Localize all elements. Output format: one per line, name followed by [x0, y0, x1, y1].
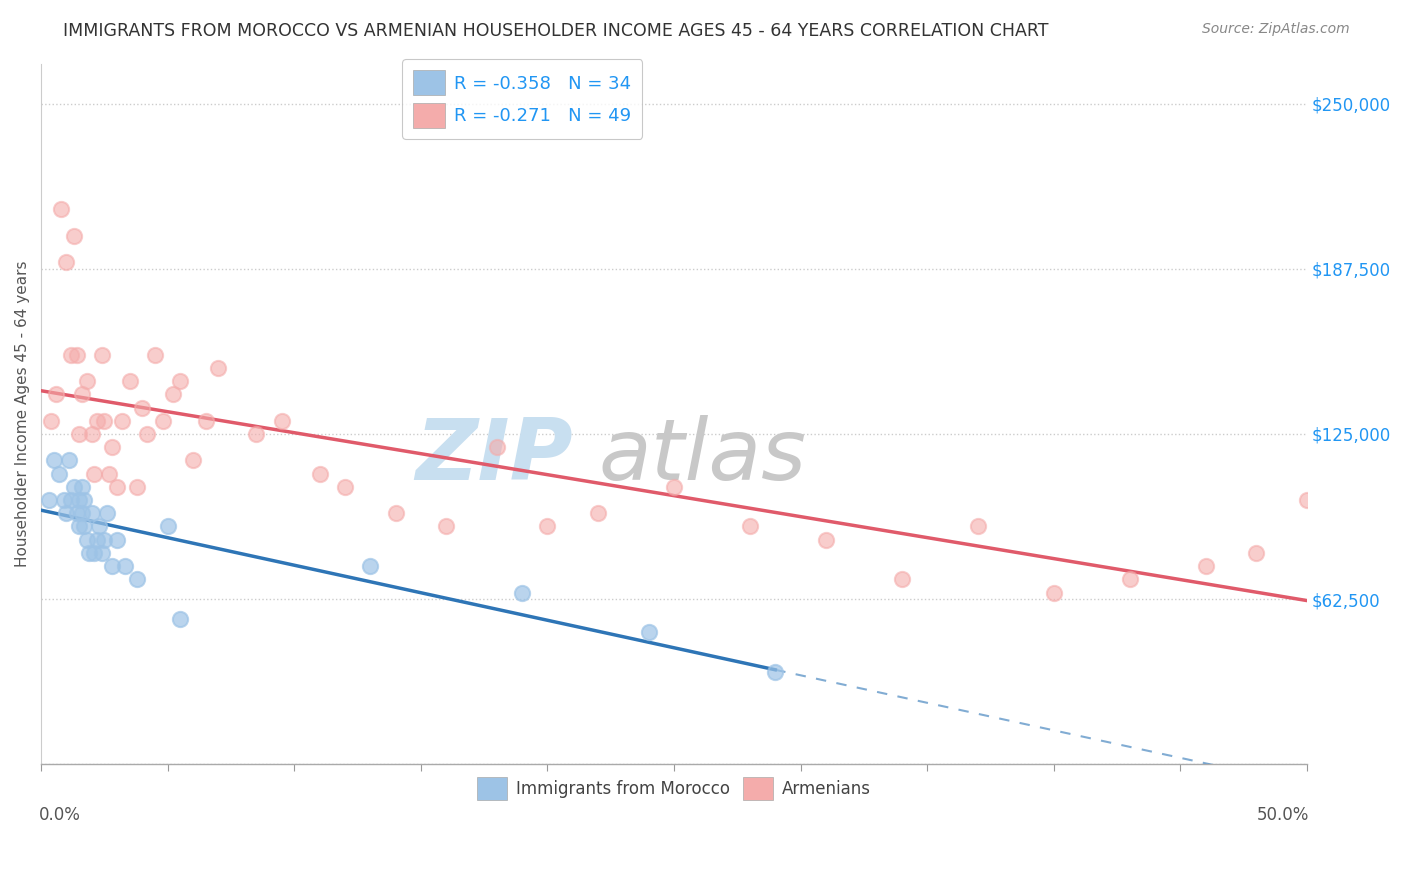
Point — [67, 493, 90, 508]
Point — [70, 387, 93, 401]
Point — [101, 440, 124, 454]
Point — [89, 519, 111, 533]
Point — [1042, 585, 1064, 599]
Point — [58, 453, 80, 467]
Point — [98, 467, 121, 481]
Point — [384, 506, 406, 520]
Legend: Immigrants from Morocco, Armenians: Immigrants from Morocco, Armenians — [470, 768, 879, 808]
Point — [55, 506, 77, 520]
Point — [890, 572, 912, 586]
Point — [105, 533, 128, 547]
Point — [55, 255, 77, 269]
Point — [1244, 546, 1267, 560]
Point — [738, 519, 761, 533]
Point — [48, 467, 70, 481]
Point — [86, 414, 108, 428]
Point — [76, 374, 98, 388]
Point — [586, 506, 609, 520]
Point — [76, 533, 98, 547]
Point — [127, 480, 149, 494]
Point — [194, 414, 217, 428]
Point — [156, 519, 179, 533]
Point — [67, 427, 90, 442]
Point — [118, 374, 141, 388]
Point — [510, 585, 533, 599]
Text: 50.0%: 50.0% — [1257, 806, 1309, 824]
Point — [270, 414, 292, 428]
Point — [308, 467, 330, 481]
Point — [77, 546, 100, 560]
Text: Source: ZipAtlas.com: Source: ZipAtlas.com — [1202, 22, 1350, 37]
Point — [152, 414, 174, 428]
Point — [434, 519, 457, 533]
Text: atlas: atlas — [598, 415, 806, 498]
Point — [1118, 572, 1140, 586]
Point — [114, 559, 136, 574]
Point — [67, 519, 90, 533]
Point — [73, 519, 96, 533]
Point — [1296, 493, 1319, 508]
Point — [80, 427, 103, 442]
Point — [814, 533, 837, 547]
Point — [485, 440, 508, 454]
Point — [359, 559, 381, 574]
Point — [63, 228, 86, 243]
Point — [333, 480, 356, 494]
Point — [207, 360, 229, 375]
Point — [60, 348, 83, 362]
Point — [181, 453, 204, 467]
Point — [111, 414, 134, 428]
Point — [42, 453, 65, 467]
Point — [96, 506, 118, 520]
Point — [536, 519, 558, 533]
Point — [86, 533, 108, 547]
Point — [966, 519, 988, 533]
Point — [162, 387, 184, 401]
Point — [70, 506, 93, 520]
Point — [39, 414, 62, 428]
Point — [38, 493, 60, 508]
Point — [763, 665, 786, 679]
Point — [143, 348, 166, 362]
Point — [83, 546, 105, 560]
Point — [662, 480, 685, 494]
Point — [93, 533, 115, 547]
Point — [51, 202, 73, 217]
Point — [60, 493, 83, 508]
Point — [90, 348, 112, 362]
Text: ZIP: ZIP — [415, 415, 572, 498]
Point — [83, 467, 105, 481]
Point — [101, 559, 124, 574]
Point — [65, 348, 87, 362]
Text: 0.0%: 0.0% — [38, 806, 80, 824]
Point — [136, 427, 159, 442]
Point — [127, 572, 149, 586]
Point — [63, 480, 86, 494]
Y-axis label: Householder Income Ages 45 - 64 years: Householder Income Ages 45 - 64 years — [15, 261, 30, 567]
Point — [90, 546, 112, 560]
Point — [70, 480, 93, 494]
Point — [245, 427, 267, 442]
Point — [105, 480, 128, 494]
Point — [637, 625, 659, 640]
Point — [169, 612, 191, 626]
Point — [131, 401, 153, 415]
Point — [169, 374, 191, 388]
Point — [45, 387, 67, 401]
Point — [65, 506, 87, 520]
Point — [80, 506, 103, 520]
Point — [73, 493, 96, 508]
Point — [52, 493, 75, 508]
Text: IMMIGRANTS FROM MOROCCO VS ARMENIAN HOUSEHOLDER INCOME AGES 45 - 64 YEARS CORREL: IMMIGRANTS FROM MOROCCO VS ARMENIAN HOUS… — [63, 22, 1049, 40]
Point — [93, 414, 115, 428]
Point — [1194, 559, 1216, 574]
